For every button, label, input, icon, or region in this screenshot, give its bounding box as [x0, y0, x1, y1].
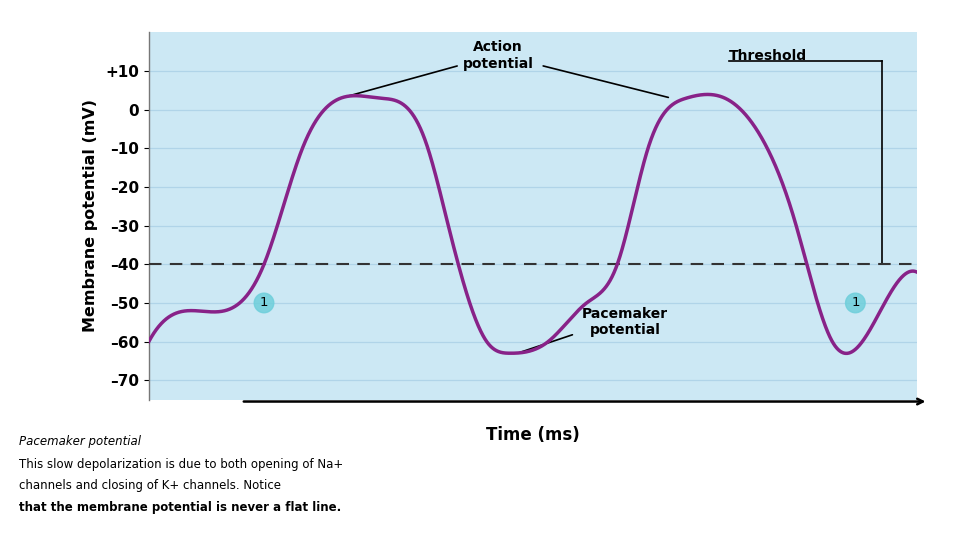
Text: Pacemaker potential: Pacemaker potential	[19, 435, 141, 448]
Text: channels and closing of K+ channels. Notice: channels and closing of K+ channels. Not…	[19, 479, 281, 492]
Text: 1: 1	[852, 296, 859, 309]
Y-axis label: Membrane potential (mV): Membrane potential (mV)	[84, 99, 98, 333]
Text: that the membrane potential is never a flat line.: that the membrane potential is never a f…	[19, 501, 342, 514]
Text: Threshold: Threshold	[729, 49, 806, 63]
Text: Time (ms): Time (ms)	[486, 426, 580, 444]
Text: 1: 1	[260, 296, 268, 309]
Text: Pacemaker
potential: Pacemaker potential	[582, 307, 668, 338]
Text: Action
potential: Action potential	[463, 40, 534, 71]
Text: This slow depolarization is due to both opening of Na+: This slow depolarization is due to both …	[19, 458, 344, 471]
